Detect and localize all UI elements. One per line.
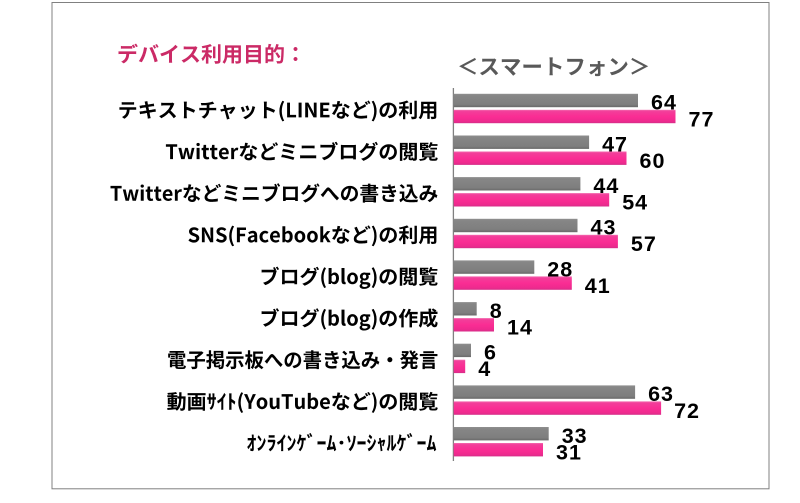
svg-text:8: 8 xyxy=(490,299,503,323)
svg-text:60: 60 xyxy=(640,149,666,173)
svg-text:31: 31 xyxy=(556,441,582,465)
svg-text:64: 64 xyxy=(651,91,677,115)
svg-text:33: 33 xyxy=(562,424,588,448)
svg-text:4: 4 xyxy=(478,357,491,381)
svg-text:43: 43 xyxy=(591,216,617,240)
svg-text:72: 72 xyxy=(674,399,700,423)
svg-text:63: 63 xyxy=(648,382,674,406)
svg-text:14: 14 xyxy=(507,316,533,340)
svg-text:44: 44 xyxy=(593,174,619,198)
svg-text:28: 28 xyxy=(547,257,573,281)
svg-text:54: 54 xyxy=(622,191,648,215)
svg-text:41: 41 xyxy=(585,274,611,298)
svg-text:57: 57 xyxy=(631,232,657,256)
svg-text:6: 6 xyxy=(484,341,497,365)
svg-text:77: 77 xyxy=(689,107,715,131)
svg-text:47: 47 xyxy=(602,132,628,156)
